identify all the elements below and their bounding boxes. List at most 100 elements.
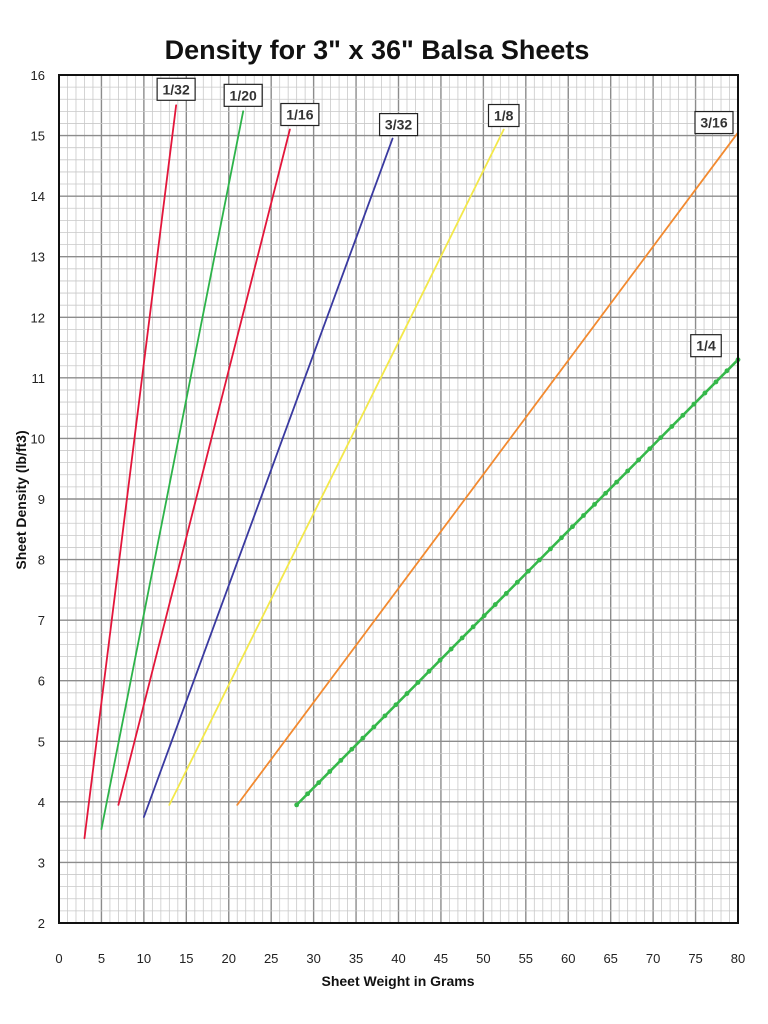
y-tick-label: 15 bbox=[31, 129, 45, 144]
y-tick-label: 4 bbox=[38, 795, 45, 810]
series-marker bbox=[305, 791, 311, 797]
series-marker bbox=[393, 702, 399, 708]
y-tick-label: 3 bbox=[38, 855, 45, 870]
y-tick-label: 11 bbox=[32, 371, 46, 386]
series-marker bbox=[415, 680, 421, 685]
x-tick-label: 55 bbox=[519, 951, 533, 966]
series-marker bbox=[702, 390, 708, 396]
series-line-5 bbox=[236, 131, 739, 806]
series-label-text: 1/8 bbox=[494, 108, 514, 124]
series-label-2: 1/16 bbox=[280, 102, 320, 127]
x-tick-label: 45 bbox=[434, 951, 448, 966]
series-marker bbox=[448, 646, 454, 652]
x-tick-label: 15 bbox=[179, 951, 193, 966]
series-label-text: 1/32 bbox=[163, 81, 190, 97]
series-marker bbox=[570, 524, 575, 530]
series-line-2 bbox=[117, 128, 291, 806]
series-marker bbox=[338, 757, 344, 763]
series-marker bbox=[559, 535, 564, 541]
x-tick-label: 40 bbox=[391, 951, 405, 966]
y-tick-label: 10 bbox=[31, 431, 45, 446]
series-marker bbox=[349, 746, 355, 752]
plot-frame bbox=[58, 74, 739, 924]
grid bbox=[58, 74, 739, 924]
series-marker bbox=[492, 602, 498, 607]
series-marker bbox=[525, 568, 531, 574]
series-lines bbox=[83, 104, 741, 840]
series-label-box bbox=[690, 334, 722, 358]
series-line-1 bbox=[100, 110, 245, 831]
series-label-5: 3/16 bbox=[694, 110, 734, 135]
series-label-6: 1/4 bbox=[690, 334, 722, 358]
series-marker bbox=[625, 468, 631, 474]
series-marker bbox=[514, 579, 520, 585]
series-marker bbox=[691, 401, 697, 407]
series-marker bbox=[426, 668, 432, 674]
series-marker bbox=[316, 780, 322, 786]
y-tick-label: 2 bbox=[38, 916, 45, 931]
tick-labels: 0 5 10 15 20 25 30 35 40 45 50 55 60 65 70 75 8023456789… bbox=[31, 68, 746, 966]
series-marker bbox=[327, 769, 333, 774]
series-label-box bbox=[223, 83, 263, 107]
series-marker bbox=[680, 412, 686, 418]
y-tick-label: 12 bbox=[31, 310, 45, 325]
series-marker bbox=[294, 802, 300, 808]
series-marker bbox=[382, 713, 388, 719]
series-marker bbox=[592, 501, 597, 507]
x-tick-label: 35 bbox=[349, 951, 363, 966]
series-label-1: 1/20 bbox=[223, 83, 263, 107]
series-label-0: 1/32 bbox=[156, 77, 196, 101]
series-label-box bbox=[378, 112, 419, 137]
y-tick-label: 8 bbox=[38, 553, 45, 568]
x-axis-label: Sheet Weight in Grams bbox=[322, 973, 475, 989]
series-marker bbox=[636, 457, 642, 463]
series-marker bbox=[724, 368, 730, 374]
series-marker bbox=[437, 657, 443, 663]
series-label-box bbox=[280, 102, 320, 127]
series-label-text: 1/16 bbox=[286, 107, 313, 123]
series-marker bbox=[603, 490, 608, 496]
series-marker bbox=[470, 624, 476, 630]
x-tick-label: 30 bbox=[306, 951, 320, 966]
x-tick-label: 75 bbox=[688, 951, 702, 966]
series-label-text: 1/4 bbox=[696, 338, 716, 354]
x-tick-label: 70 bbox=[646, 951, 660, 966]
x-tick-label: 50 bbox=[476, 951, 490, 966]
series-marker bbox=[503, 591, 509, 596]
series-label-box bbox=[156, 77, 196, 101]
series-line-3 bbox=[142, 137, 394, 818]
series-label-text: 1/20 bbox=[230, 87, 257, 103]
y-tick-label: 9 bbox=[38, 492, 45, 507]
x-tick-label: 25 bbox=[264, 951, 278, 966]
x-tick-label: 65 bbox=[603, 951, 617, 966]
series-marker bbox=[536, 557, 542, 563]
series-marker bbox=[404, 691, 410, 696]
x-tick-label: 5 bbox=[98, 951, 105, 966]
x-tick-label: 0 bbox=[55, 951, 62, 966]
series-label-text: 3/32 bbox=[385, 117, 412, 133]
y-tick-label: 13 bbox=[31, 250, 45, 265]
series-label-4: 1/8 bbox=[487, 103, 520, 128]
series-line-0 bbox=[83, 104, 178, 840]
series-marker bbox=[459, 635, 465, 641]
x-tick-label: 20 bbox=[222, 951, 236, 966]
series-marker bbox=[658, 435, 664, 440]
y-tick-label: 5 bbox=[38, 734, 45, 749]
series-line-4 bbox=[168, 128, 505, 806]
y-tick-label: 14 bbox=[31, 189, 45, 204]
y-tick-label: 7 bbox=[38, 613, 45, 628]
series-marker bbox=[581, 513, 586, 518]
series-marker bbox=[669, 424, 675, 429]
series-marker bbox=[647, 446, 653, 452]
series-label-box bbox=[487, 103, 520, 128]
series-marker bbox=[713, 379, 719, 385]
series-label-3: 3/32 bbox=[378, 112, 419, 137]
chart-title: Density for 3" x 36" Balsa Sheets bbox=[165, 35, 590, 65]
series-labels: 1/32 1/20 1/16 3/32 1/8 3/16 1/4 bbox=[156, 77, 734, 358]
series-marker bbox=[371, 724, 377, 730]
series-marker bbox=[614, 479, 620, 485]
series-marker bbox=[481, 613, 487, 619]
y-tick-label: 6 bbox=[38, 674, 45, 689]
